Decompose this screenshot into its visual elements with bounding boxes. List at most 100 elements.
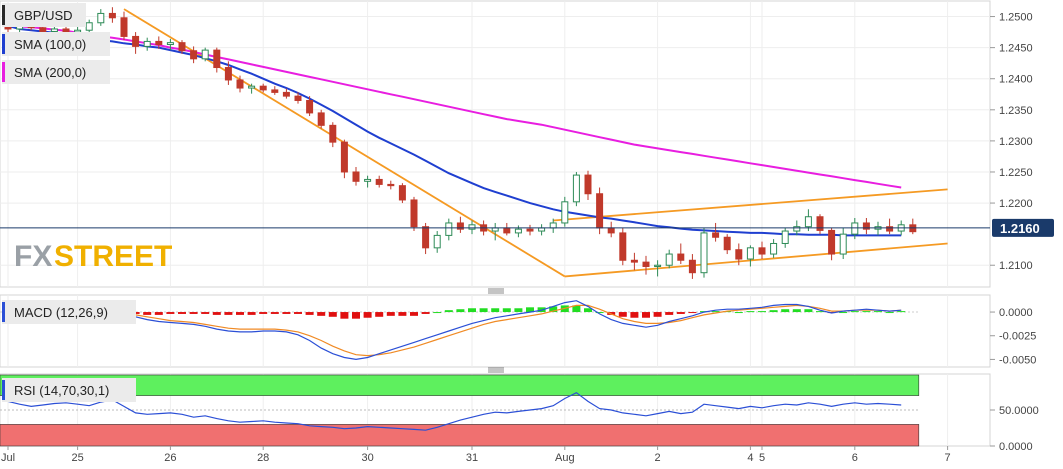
candle: [433, 231, 441, 253]
candle: [456, 216, 464, 233]
macd-histogram-bar: [816, 311, 824, 313]
candle-body: [665, 253, 673, 266]
macd-histogram-bar: [166, 312, 175, 314]
macd-histogram-bar: [386, 312, 395, 316]
candle-body: [166, 42, 174, 46]
macd-histogram-bar: [769, 310, 778, 313]
legend: GBP/USD SMA (100,0) SMA (200,0): [2, 3, 110, 84]
candle-body: [271, 89, 279, 93]
candle: [770, 239, 778, 258]
sma100-line: [7, 24, 902, 237]
rsi-y-tick-label: 50.0000: [999, 405, 1039, 417]
y-tick-label: 1.2400: [999, 74, 1033, 86]
candle-body: [758, 247, 766, 255]
candle: [839, 227, 847, 260]
candle-body: [190, 50, 198, 60]
candle-body: [201, 49, 209, 60]
candle-body: [851, 222, 859, 235]
candle: [410, 196, 418, 232]
candle-body: [143, 40, 151, 47]
macd-histogram-bar: [282, 312, 291, 314]
x-tick-label: Aug: [555, 452, 575, 464]
macd-histogram-bar: [178, 312, 186, 314]
macd-series: [0, 300, 919, 361]
price-panel: [0, 0, 991, 288]
macd-histogram-bar: [189, 312, 198, 314]
macd-histogram-bar: [885, 312, 894, 314]
candle: [387, 180, 395, 190]
macd-histogram-bar: [630, 312, 639, 318]
macd-histogram-bar: [270, 312, 279, 314]
macd-histogram-bar: [502, 308, 511, 313]
macd-histogram-bar: [433, 312, 442, 314]
candle-body: [793, 226, 801, 232]
macd-histogram-bar: [294, 312, 302, 314]
rsi-series: [7, 391, 902, 431]
rsi-overbought-band: [0, 374, 920, 396]
macd-histogram-bar: [468, 308, 476, 313]
candle: [166, 38, 174, 51]
candle-body: [97, 12, 105, 24]
candle: [619, 227, 627, 266]
macd-histogram-bar: [665, 312, 674, 315]
candle: [375, 175, 383, 188]
candle: [364, 175, 372, 188]
candle: [282, 88, 290, 99]
rsi-label: RSI (14,70,30,1): [14, 383, 109, 398]
candle: [352, 167, 360, 186]
candle: [259, 83, 267, 93]
macd-histogram-bar: [421, 312, 430, 314]
candle-body: [224, 67, 232, 81]
candle: [236, 75, 244, 93]
macd-histogram-bar: [711, 311, 720, 313]
macd-histogram-bar: [781, 309, 790, 313]
macd-histogram-bar: [259, 312, 268, 314]
candle: [143, 37, 151, 51]
candle-body: [108, 12, 116, 19]
macd-histogram-bar: [618, 312, 627, 317]
candle-body: [236, 79, 244, 89]
candle: [213, 47, 221, 73]
rsi-resize-handle[interactable]: [488, 367, 504, 373]
macd-histogram-bar: [410, 312, 418, 316]
y-tick-label: 1.2450: [999, 43, 1033, 55]
candle-body: [422, 226, 430, 249]
candle-body: [248, 85, 256, 89]
candle-body: [62, 28, 70, 33]
trendline: [553, 188, 948, 222]
candle: [97, 9, 105, 26]
x-tick-label: 28: [257, 452, 269, 464]
candle: [851, 217, 859, 240]
macd-histogram-bar: [363, 312, 372, 318]
candle: [514, 225, 522, 238]
candle: [723, 234, 731, 255]
legend-gbpusd: GBP/USD: [14, 8, 73, 23]
macd-histogram-bar: [375, 312, 384, 317]
candle: [294, 92, 302, 104]
macd-histogram-bar: [479, 308, 488, 313]
candle: [317, 109, 325, 129]
legend-sma200: SMA (200,0): [14, 65, 86, 80]
watermark-fx: FX: [14, 240, 52, 273]
candle: [340, 139, 348, 179]
candle-body: [549, 222, 557, 229]
macd-histogram-bar: [653, 312, 662, 317]
candle: [804, 209, 812, 232]
candle-body: [85, 22, 93, 31]
candle-body: [572, 174, 580, 203]
candle-body: [561, 201, 569, 224]
current-price-tag: 1.2160: [992, 218, 1054, 237]
candle-body: [433, 234, 441, 249]
candle: [642, 255, 650, 275]
candle: [120, 11, 128, 41]
macd-histogram-bar: [862, 311, 871, 313]
candle: [178, 40, 186, 54]
candle: [816, 214, 824, 235]
candle: [526, 224, 534, 236]
candle-body: [526, 228, 534, 232]
macd-resize-handle[interactable]: [488, 288, 504, 294]
candle: [735, 243, 743, 266]
candle-body: [178, 42, 186, 52]
